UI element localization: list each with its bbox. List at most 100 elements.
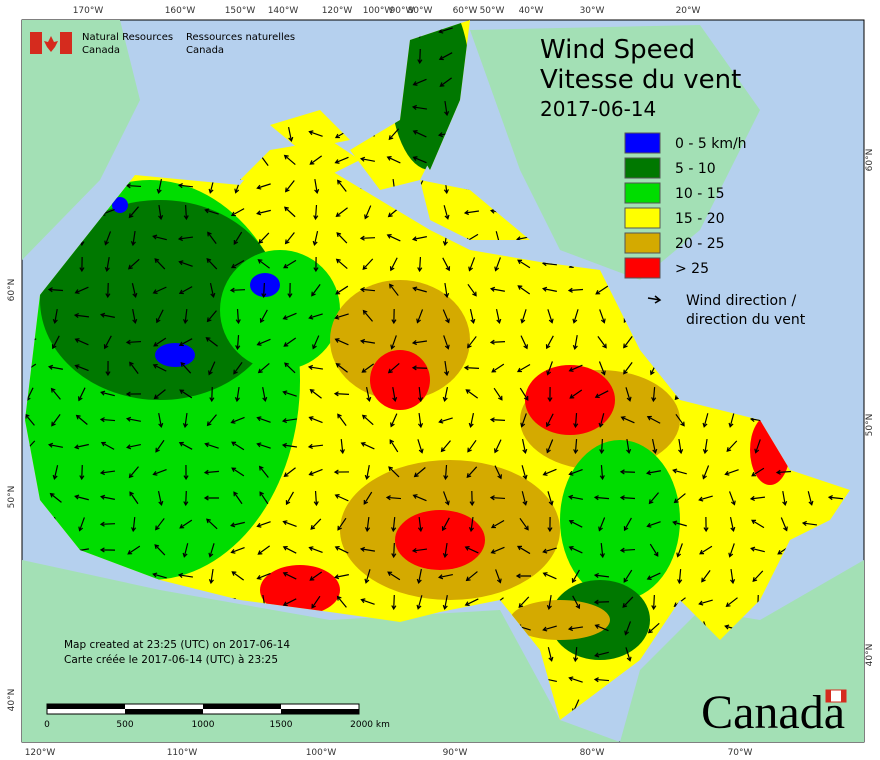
scale-label: 0 <box>44 720 50 730</box>
wind-arrow <box>336 595 347 608</box>
wind-arrow <box>313 490 319 507</box>
wind-arrow <box>494 465 502 480</box>
scale-label: 1500 <box>270 720 293 730</box>
wind-arrow <box>703 516 709 533</box>
wind-arrow <box>335 258 348 270</box>
scale-label: 1000 <box>192 720 215 730</box>
flag-right <box>60 32 72 54</box>
wind-arrow <box>206 310 217 323</box>
wind-arrow <box>256 572 271 580</box>
wind-arrow <box>444 360 450 377</box>
wind-arrow <box>651 439 658 454</box>
wind-arrow <box>417 256 423 273</box>
graticule-top: 40°W <box>519 6 544 16</box>
wind-arrow <box>361 363 375 373</box>
wind-arrow <box>283 154 296 165</box>
wind-arrow <box>624 621 632 636</box>
wind-arrow <box>782 491 788 507</box>
wind-arrow <box>442 309 450 324</box>
wind-arrow <box>153 389 166 400</box>
wind-arrow <box>386 156 401 164</box>
wind-arrow <box>677 568 683 585</box>
wind-arrow <box>412 286 427 293</box>
wind-arrow <box>99 547 116 553</box>
wind-arrow <box>125 416 141 422</box>
wind-arrow <box>311 595 321 609</box>
graticule-bottom: 110°W <box>167 748 198 758</box>
wind-arrow <box>387 571 401 581</box>
wind-arrow <box>99 521 116 527</box>
wind-arrow <box>77 387 86 402</box>
wind-arrow <box>337 517 347 531</box>
wind-arrow <box>233 361 243 375</box>
wind-arrow <box>489 417 506 423</box>
wind-arrow <box>206 258 218 270</box>
wind-arrow <box>333 469 350 475</box>
wind-arrow <box>598 517 606 532</box>
wind-arrow <box>152 286 167 294</box>
wind-arrow <box>387 362 400 374</box>
graticule-top: 160°W <box>165 6 196 16</box>
wind-arrow <box>411 547 428 554</box>
wind-arrow <box>203 495 220 501</box>
wind-arrow <box>256 521 271 528</box>
wind-arrow <box>104 231 112 246</box>
wind-arrow <box>619 469 636 475</box>
graticule-bottom: 90°W <box>443 748 468 758</box>
wind-arrow <box>416 309 424 324</box>
legend-arrow <box>647 295 662 304</box>
agency-fr-2: Canada <box>186 45 224 56</box>
wind-arrow <box>567 626 584 632</box>
legend-swatch <box>624 157 661 179</box>
wind-arrow <box>698 599 713 606</box>
wind-arrow <box>547 516 553 533</box>
wind-arrow <box>132 309 138 325</box>
speed-gt-25 <box>370 350 430 410</box>
wind-arrow <box>334 313 349 320</box>
wind-arrow <box>463 365 480 371</box>
wind-arrow <box>494 257 501 272</box>
wind-arrow <box>153 337 167 347</box>
wind-arrow <box>308 313 323 320</box>
wind-arrow <box>672 520 687 527</box>
wind-arrow <box>698 495 713 502</box>
wind-arrow <box>416 595 423 610</box>
wind-arrow <box>158 413 164 429</box>
agency-en-2: Canada <box>82 45 120 56</box>
wind-arrow <box>442 387 449 402</box>
wind-arrow <box>468 413 475 428</box>
wind-arrow <box>444 282 450 299</box>
wind-arrow <box>309 155 323 165</box>
wind-arrow <box>284 180 295 193</box>
wind-arrow <box>726 440 738 452</box>
wind-arrow <box>128 206 140 219</box>
scale-bar <box>46 703 360 715</box>
wind-arrow <box>229 287 246 293</box>
graticule-top: 80°W <box>408 6 433 16</box>
wind-arrow <box>391 308 397 325</box>
wind-arrow <box>675 413 685 427</box>
flag-leaf <box>44 36 58 52</box>
wind-arrow <box>309 571 323 581</box>
wind-arrow <box>568 546 583 554</box>
wind-arrow <box>180 361 192 374</box>
wind-arrow <box>204 442 219 449</box>
wind-arrow <box>312 231 319 246</box>
wind-arrow <box>728 413 735 428</box>
wind-arrow <box>359 546 376 552</box>
wind-arrow <box>131 516 137 533</box>
wind-arrow <box>491 363 505 373</box>
wind-arrow <box>130 230 136 247</box>
wind-arrow <box>203 469 220 475</box>
wind-arrow <box>678 438 684 455</box>
wind-arrow <box>362 309 373 322</box>
wind-arrow <box>541 286 557 292</box>
wind-arrow <box>493 387 503 401</box>
wind-arrow <box>365 387 372 402</box>
wind-arrow <box>568 676 583 683</box>
wind-arrow <box>489 339 506 345</box>
wind-arrow <box>79 464 85 481</box>
wind-arrow <box>105 282 111 299</box>
wind-arrow <box>208 361 216 376</box>
wind-arrow <box>233 231 243 245</box>
